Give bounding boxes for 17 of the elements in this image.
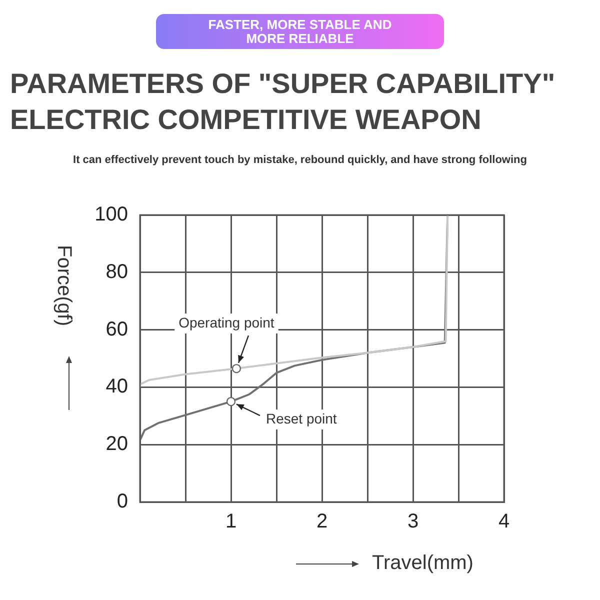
y-tick-label: 60 (106, 318, 128, 340)
x-axis-title: Travel(mm) (372, 552, 474, 575)
y-axis-title: Force(gf) (52, 245, 75, 326)
x-tick-label: 4 (498, 510, 510, 533)
y-tick-label: 80 (106, 260, 128, 283)
x-tick-label: 3 (407, 510, 419, 533)
text: FASTER, MORE STABLE AND MORE RELIABLE (156, 14, 444, 49)
y-tick-label: 100 (94, 204, 128, 226)
y-tick-label: 40 (106, 376, 128, 398)
annotation: Operating point (178, 314, 274, 330)
x-tick-label: 1 (225, 510, 237, 533)
y-tick-label: 20 (106, 433, 128, 456)
annotation: Reset point (266, 410, 337, 426)
y-tick-label: 0 (116, 490, 128, 513)
x-tick-label: 2 (316, 510, 328, 533)
chart-title: PARAMETERS OF "SUPER CAPABILITY" ELECTRIC COMPETITIVE WEAPON (9, 67, 556, 137)
chart-subtitle: It can effectively prevent touch by mistake, rebound quickly, and have strong following (72, 154, 528, 166)
